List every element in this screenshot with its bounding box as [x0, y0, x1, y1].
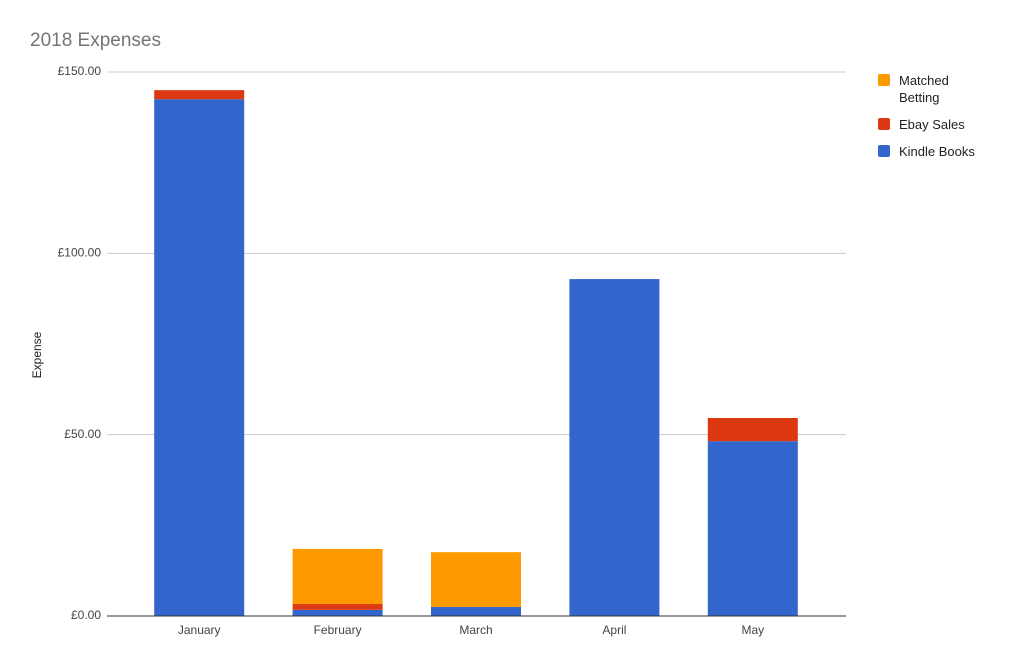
x-tick-label: February	[314, 623, 362, 637]
y-axis-label: Expense	[30, 331, 44, 378]
legend-label: Kindle Books	[899, 144, 975, 159]
bar-segment	[292, 604, 383, 610]
bar-segment	[431, 606, 521, 616]
bar-segment	[154, 99, 245, 616]
legend-label: Matched Betting	[899, 73, 949, 105]
y-tick-label: £50.00	[64, 427, 101, 441]
bar-segment	[154, 90, 245, 100]
bar-segment	[707, 417, 798, 442]
x-tick-label: March	[459, 623, 492, 637]
bar-segment	[292, 548, 383, 605]
legend-item: Kindle Books	[878, 143, 978, 160]
legend-swatch	[878, 118, 890, 130]
legend-label: Ebay Sales	[899, 117, 965, 132]
bar-segment	[292, 609, 383, 616]
legend-swatch	[878, 145, 890, 157]
x-tick-label: May	[741, 623, 764, 637]
chart-title: 2018 Expenses	[30, 30, 161, 51]
bar-segment	[707, 441, 798, 616]
legend-swatch	[878, 74, 890, 86]
legend-item: Ebay Sales	[878, 116, 978, 133]
bar-segment	[431, 552, 521, 607]
x-tick-label: April	[602, 623, 626, 637]
bar-segment	[569, 279, 660, 616]
y-tick-label: £150.00	[58, 64, 102, 78]
y-tick-label: £100.00	[58, 246, 102, 260]
legend-item: Matched Betting	[878, 72, 978, 106]
legend: Matched Betting Ebay Sales Kindle Books	[878, 72, 978, 170]
x-tick-label: January	[178, 623, 221, 637]
y-tick-label: £0.00	[71, 608, 101, 622]
